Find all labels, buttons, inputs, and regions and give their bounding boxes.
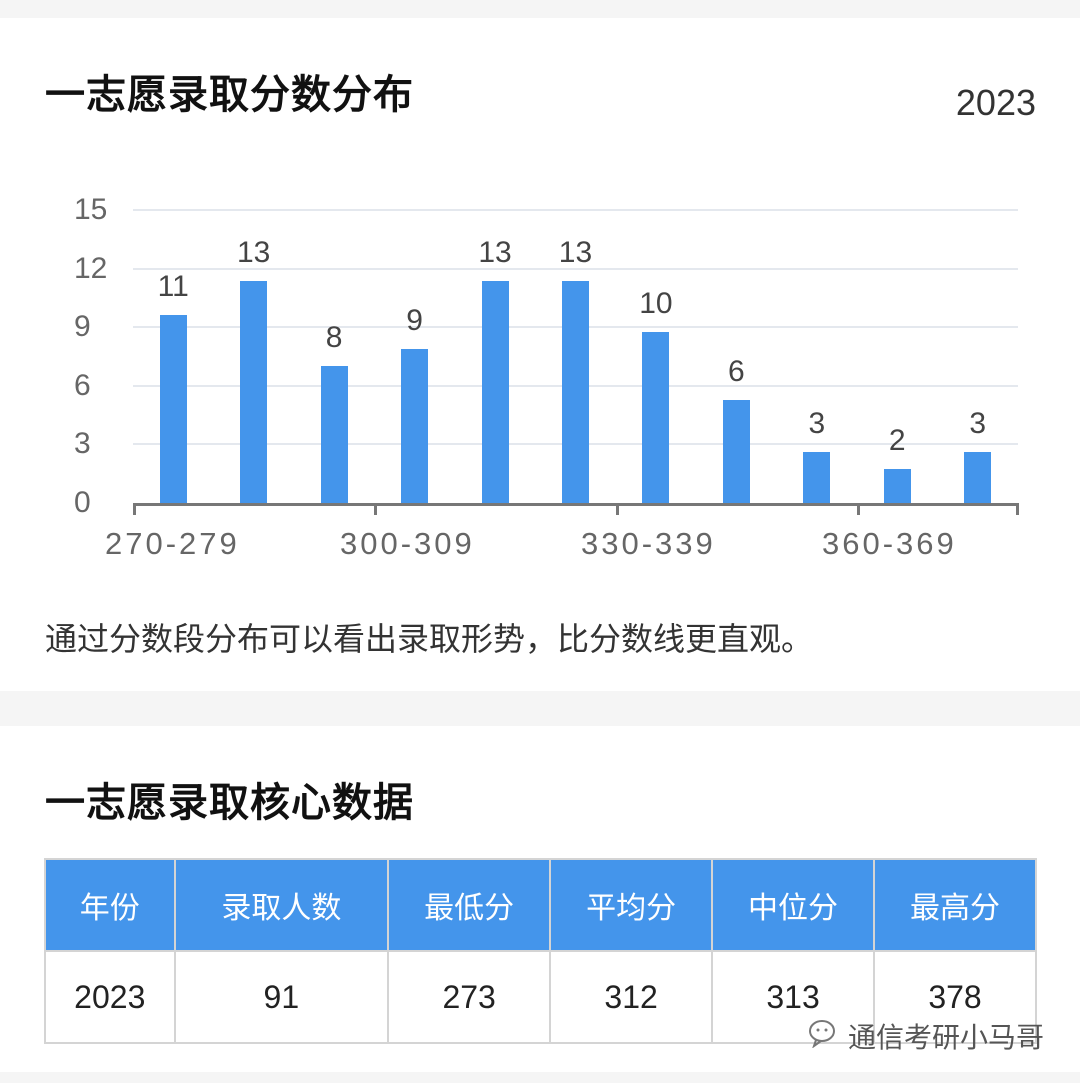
core-data-card: 一志愿录取核心数据 年份 录取人数 最低分 平均分 中位分 最高分 2023 91 273 31… — [0, 726, 1080, 1072]
x-tick-label: 300-309 — [340, 526, 475, 561]
watermark: 通信考研小马哥 — [808, 1016, 1044, 1056]
x-axis-tick — [1015, 503, 1019, 515]
gridline — [133, 209, 1018, 212]
table-header-row: 年份 录取人数 最低分 平均分 中位分 最高分 — [44, 858, 1037, 952]
bar — [964, 451, 992, 503]
bar-value-label: 13 — [558, 235, 593, 269]
gridline — [133, 267, 1018, 270]
core-data-table: 年份 录取人数 最低分 平均分 中位分 最高分 2023 91 273 312 313 378 — [44, 858, 1037, 1044]
table-header-cell: 中位分 — [711, 858, 876, 952]
bar — [642, 332, 670, 503]
bar — [722, 400, 750, 503]
bar-value-label: 6 — [728, 355, 745, 389]
table-cell: 91 — [173, 950, 390, 1044]
bar — [401, 349, 429, 503]
bar-value-label: 13 — [478, 235, 512, 269]
table-row: 2023 91 273 312 313 378 — [44, 950, 1037, 1044]
y-tick-label: 15 — [74, 193, 108, 227]
table-header-cell: 平均分 — [549, 858, 714, 952]
bar — [481, 280, 509, 503]
y-tick-label: 3 — [74, 427, 91, 461]
section-title: 一志愿录取分数分布 — [45, 72, 414, 118]
table-cell: 312 — [549, 950, 714, 1044]
bar-value-label: 13 — [236, 235, 271, 269]
x-tick-label: 360-369 — [822, 526, 957, 561]
bar-value-label: 9 — [406, 304, 423, 338]
table-header-cell: 最高分 — [873, 858, 1037, 952]
bar-value-label: 8 — [325, 321, 343, 355]
x-tick-label: 330-339 — [581, 526, 716, 561]
year-label: 2023 — [955, 82, 1036, 123]
y-tick-label: 12 — [74, 251, 108, 285]
chart-caption: 通过分数段分布可以看出录取形势，比分数线更直观。 — [45, 620, 814, 658]
bar — [561, 280, 589, 503]
table-cell: 273 — [387, 950, 552, 1044]
table-cell: 378 — [873, 950, 1037, 1044]
table-body: 2023 91 273 312 313 378 — [44, 950, 1037, 1044]
wechat-icon — [808, 1018, 842, 1055]
section-title: 一志愿录取核心数据 — [45, 780, 414, 826]
bar-value-label: 3 — [969, 406, 987, 440]
score-distribution-card: 一志愿录取分数分布 2023 0 3 6 9 12 15 11 13 8 9 13 13 10 6 3 2 3 2… — [0, 18, 1080, 691]
bar-value-label: 11 — [157, 270, 189, 304]
x-axis-tick — [615, 503, 619, 515]
y-tick-label: 6 — [74, 368, 91, 402]
x-axis-tick — [857, 503, 861, 515]
table-cell: 313 — [711, 950, 876, 1044]
table-header-cell: 年份 — [44, 858, 176, 952]
y-tick-label: 9 — [74, 310, 91, 344]
bar-value-label: 3 — [808, 406, 826, 440]
x-axis — [133, 503, 1019, 506]
bar — [159, 315, 187, 503]
table-cell: 2023 — [44, 950, 176, 1044]
bar-chart: 0 3 6 9 12 15 11 13 8 9 13 13 10 6 3 2 3 270-279 300-309 33… — [0, 18, 1080, 618]
x-axis-tick — [374, 503, 378, 515]
bar — [883, 468, 911, 503]
bar-value-label: 10 — [639, 287, 673, 321]
bar — [320, 366, 348, 503]
watermark-text: 通信考研小马哥 — [847, 1021, 1044, 1054]
y-tick-label: 0 — [74, 486, 91, 519]
table-header-cell: 录取人数 — [173, 858, 390, 952]
x-tick-label: 270-279 — [105, 526, 240, 561]
table-header-cell: 最低分 — [387, 858, 552, 952]
bar-value-label: 2 — [888, 423, 906, 457]
x-axis-tick — [133, 503, 136, 515]
bar — [240, 280, 268, 503]
bar — [803, 451, 831, 503]
